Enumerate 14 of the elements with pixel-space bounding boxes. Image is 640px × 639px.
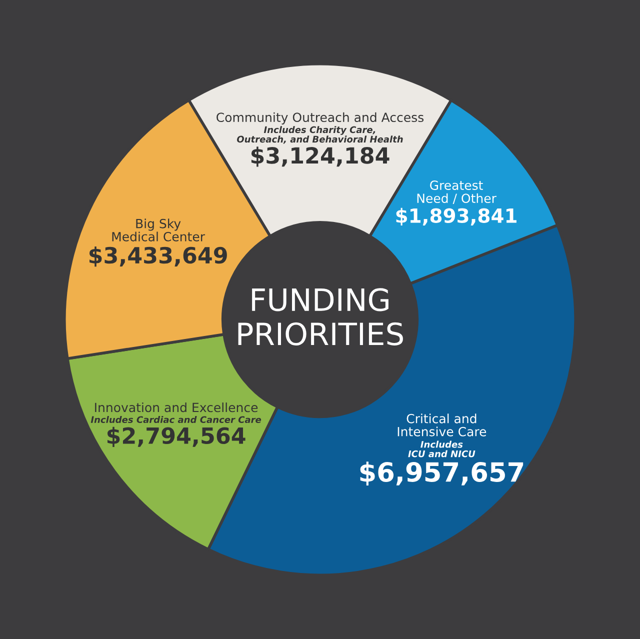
slice-label: Community Outreach and Access — [216, 112, 424, 124]
data-label: $6,957,657 — [360, 462, 524, 486]
data-label: $2,794,564 — [107, 426, 246, 447]
text: Includes Charity Care, Outreach, and Behavioral Health — [237, 126, 403, 144]
slice-label: Critical and Intensive Care — [398, 414, 486, 436]
data-label: $3,124,184 — [251, 146, 390, 167]
slice-label: Greatest Need / Other — [417, 180, 496, 204]
text: FUNDING PRIORITIES — [238, 288, 403, 346]
text: Includes Cardiac and Cancer Care — [90, 416, 262, 424]
slice-label: Big Sky Medical Center — [112, 218, 206, 242]
slice-label: Innovation and Excellence — [95, 402, 258, 412]
data-label: $1,893,841 — [396, 208, 516, 226]
data-label: $3,433,649 — [90, 246, 227, 267]
text: Includes ICU and NICU — [408, 440, 476, 458]
